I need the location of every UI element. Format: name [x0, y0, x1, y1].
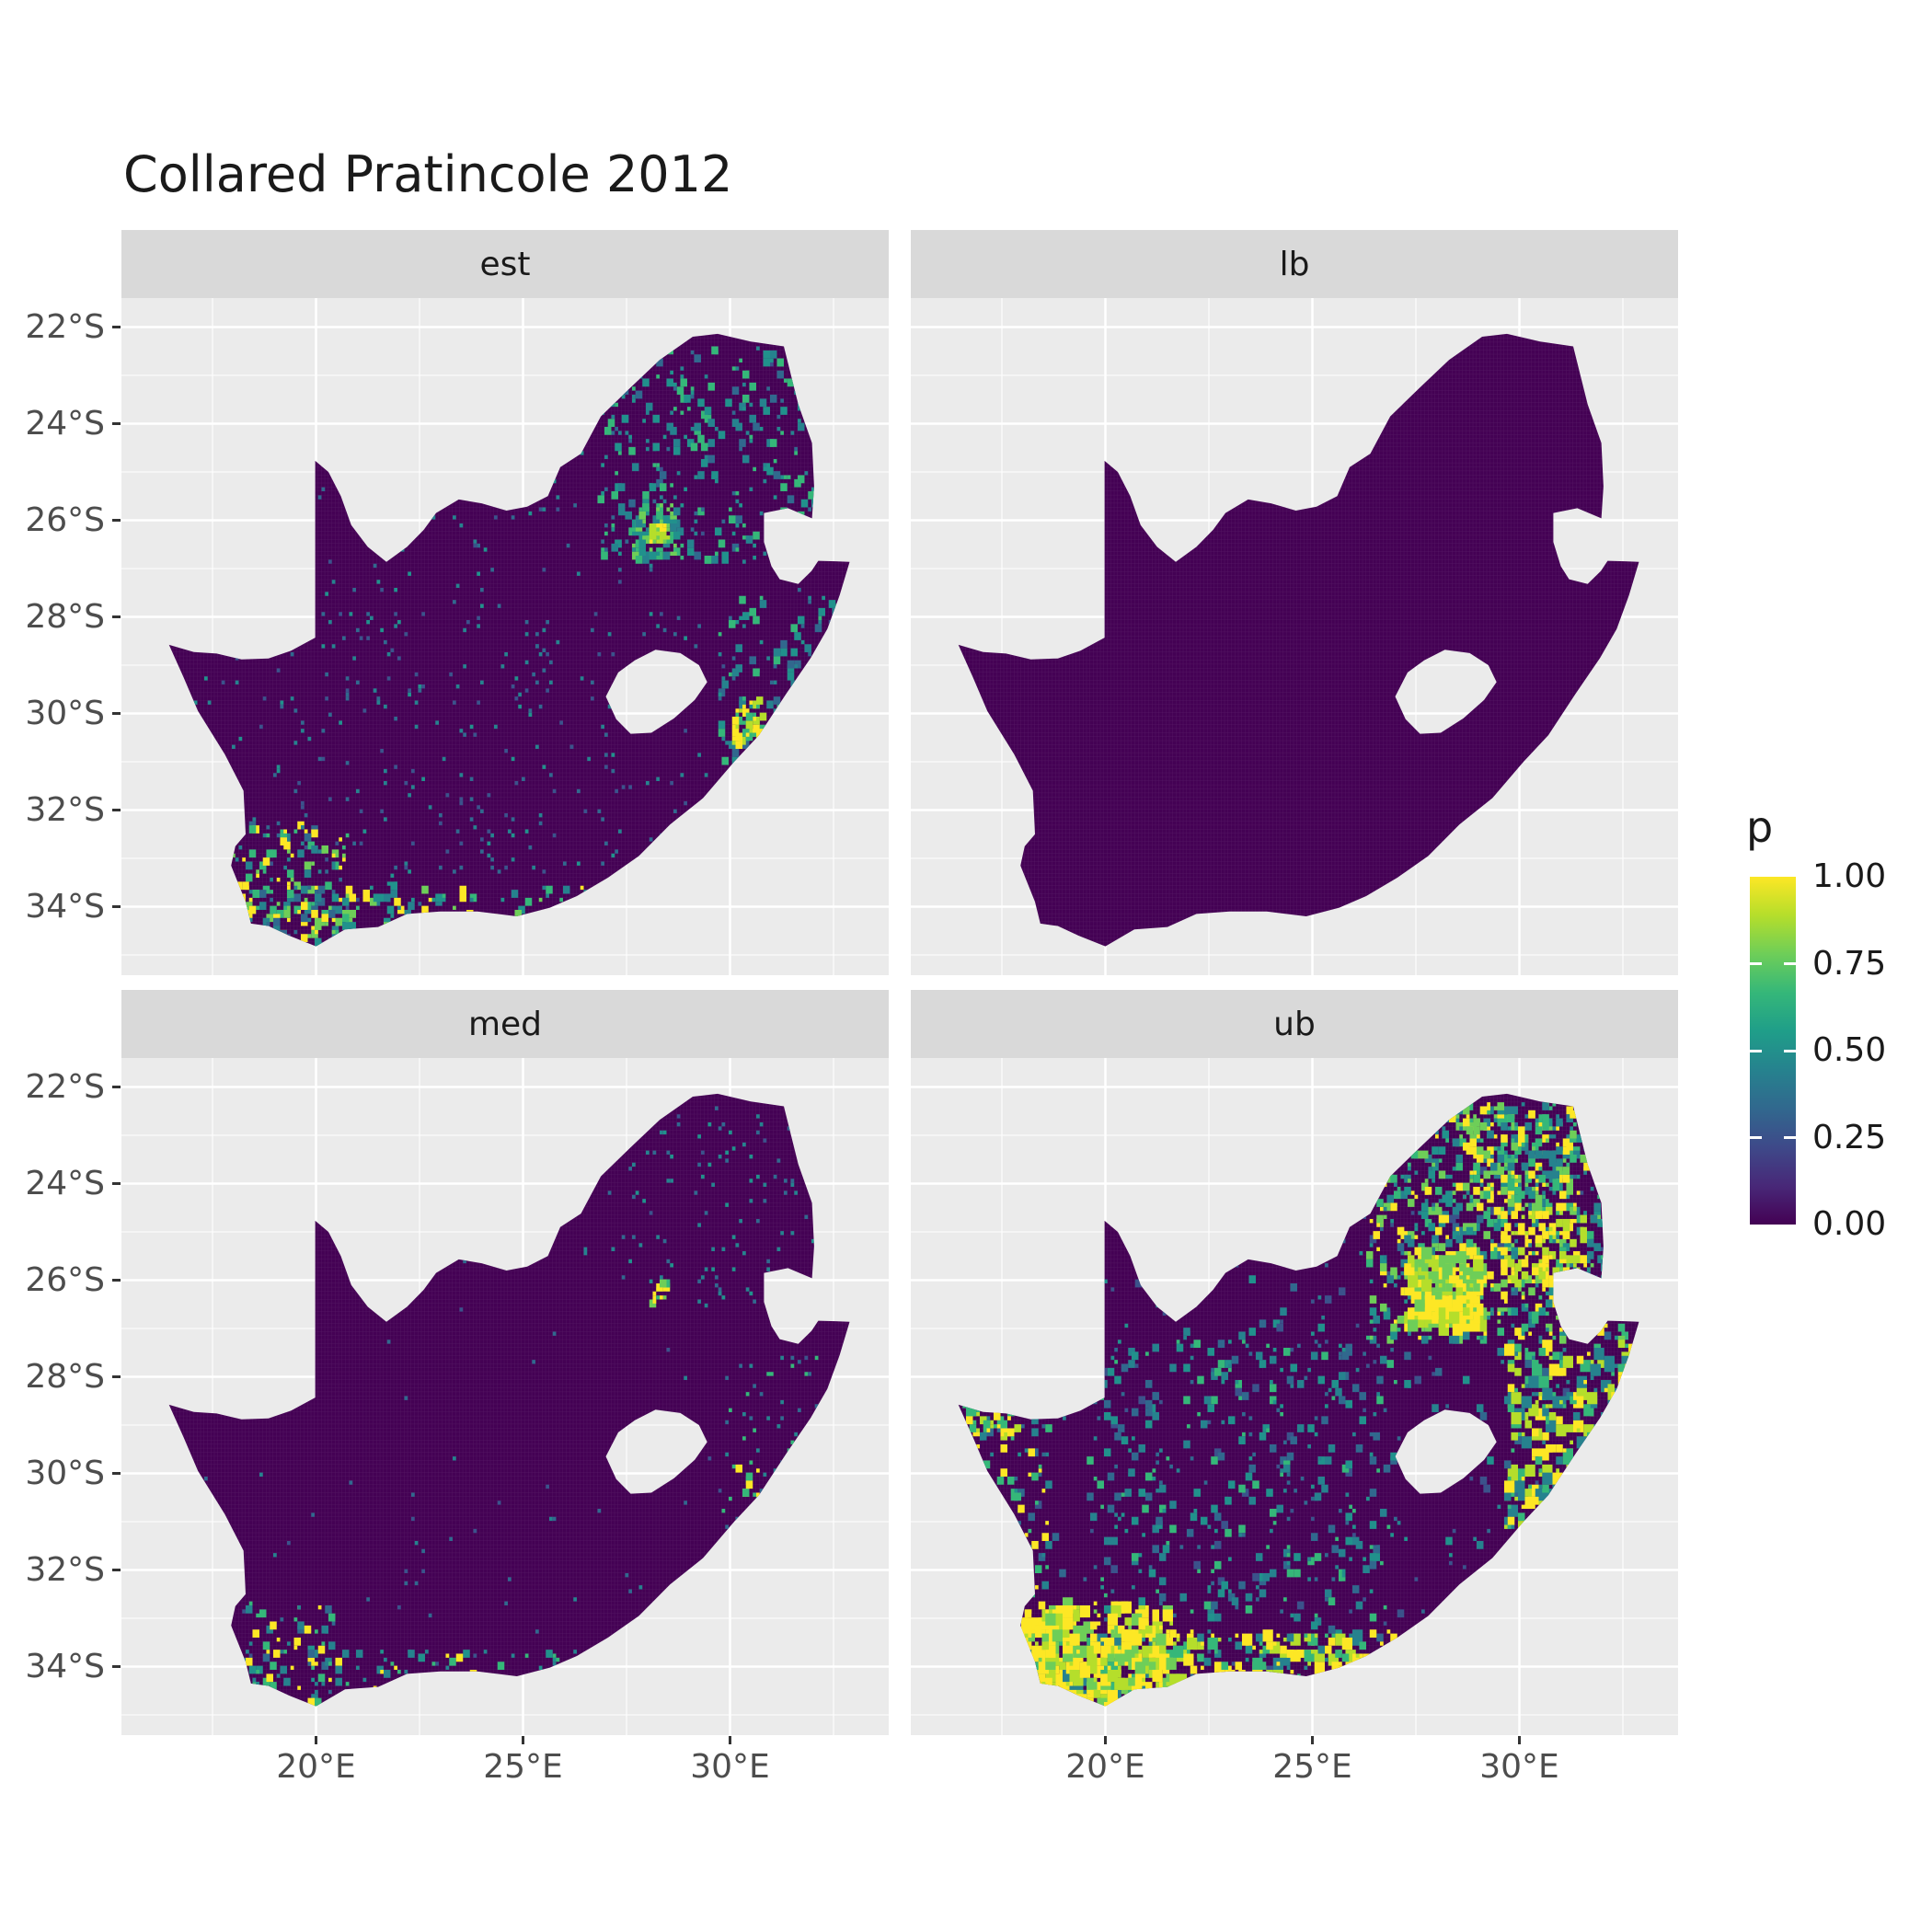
x-axis-tick-label: 30°E — [1479, 1748, 1559, 1786]
y-axis-tick-label: 24°S — [25, 1164, 105, 1202]
x-axis-tick-label: 25°E — [1272, 1748, 1352, 1786]
map-panel-ub — [911, 1058, 1678, 1735]
y-axis-tick-mark — [112, 615, 121, 618]
legend-title: p — [1746, 802, 1774, 852]
y-axis-tick-label: 28°S — [25, 597, 105, 636]
legend-colorbar-tick — [1784, 1049, 1796, 1052]
legend-colorbar-tick — [1784, 1136, 1796, 1139]
facet-strip-med: med — [121, 990, 889, 1058]
y-axis-tick-mark — [112, 1375, 121, 1378]
legend-tick-label: 1.00 — [1812, 857, 1887, 895]
facet-label-med: med — [467, 1005, 543, 1043]
y-axis-tick-label: 22°S — [25, 1067, 105, 1106]
x-axis-tick-label: 20°E — [1065, 1748, 1145, 1786]
legend-colorbar-tick — [1784, 962, 1796, 965]
x-axis-tick-label: 25°E — [483, 1748, 563, 1786]
legend-colorbar-tick — [1750, 962, 1762, 965]
y-axis-tick-label: 24°S — [25, 404, 105, 443]
map-panel-est — [121, 298, 889, 975]
y-axis-tick-mark — [112, 422, 121, 425]
y-axis-tick-label: 26°S — [25, 500, 105, 539]
x-axis-tick-mark — [1518, 1736, 1521, 1744]
y-axis-tick-mark — [112, 326, 121, 328]
x-axis-tick-label: 30°E — [690, 1748, 770, 1786]
x-axis-tick-mark — [522, 1736, 524, 1744]
y-axis-tick-label: 22°S — [25, 307, 105, 346]
legend-tick-label: 0.50 — [1812, 1031, 1887, 1069]
y-axis-tick-label: 34°S — [25, 887, 105, 926]
y-axis-tick-mark — [112, 1665, 121, 1668]
y-axis-tick-mark — [112, 1569, 121, 1571]
legend-tick-label: 0.00 — [1812, 1205, 1887, 1243]
y-axis-tick-label: 28°S — [25, 1357, 105, 1396]
x-axis-tick-label: 20°E — [276, 1748, 356, 1786]
facet-label-ub: ub — [1273, 1005, 1316, 1043]
facet-strip-est: est — [121, 230, 889, 298]
y-axis-tick-mark — [112, 809, 121, 811]
facet-strip-ub: ub — [911, 990, 1678, 1058]
y-axis-tick-mark — [112, 519, 121, 522]
x-axis-tick-mark — [729, 1736, 731, 1744]
plot-title: Collared Pratincole 2012 — [123, 145, 733, 203]
legend-colorbar-tick — [1750, 1136, 1762, 1139]
facet-strip-lb: lb — [911, 230, 1678, 298]
y-axis-tick-mark — [112, 1472, 121, 1475]
y-axis-tick-label: 30°S — [25, 694, 105, 732]
x-axis-tick-mark — [1104, 1736, 1107, 1744]
legend-tick-label: 0.75 — [1812, 944, 1887, 983]
x-axis-tick-mark — [1311, 1736, 1314, 1744]
map-panel-lb — [911, 298, 1678, 975]
legend-tick-label: 0.25 — [1812, 1118, 1887, 1156]
facet-label-lb: lb — [1279, 245, 1310, 283]
x-axis-tick-mark — [315, 1736, 317, 1744]
y-axis-tick-label: 34°S — [25, 1647, 105, 1685]
y-axis-tick-mark — [112, 905, 121, 908]
y-axis-tick-label: 32°S — [25, 790, 105, 829]
y-axis-tick-label: 32°S — [25, 1550, 105, 1589]
y-axis-tick-mark — [112, 1086, 121, 1088]
y-axis-tick-label: 26°S — [25, 1260, 105, 1299]
legend-colorbar-tick — [1750, 1049, 1762, 1052]
y-axis-tick-mark — [112, 712, 121, 715]
y-axis-tick-label: 30°S — [25, 1454, 105, 1492]
map-panel-med — [121, 1058, 889, 1735]
y-axis-tick-mark — [112, 1182, 121, 1185]
facet-label-est: est — [479, 245, 531, 283]
y-axis-tick-mark — [112, 1279, 121, 1282]
